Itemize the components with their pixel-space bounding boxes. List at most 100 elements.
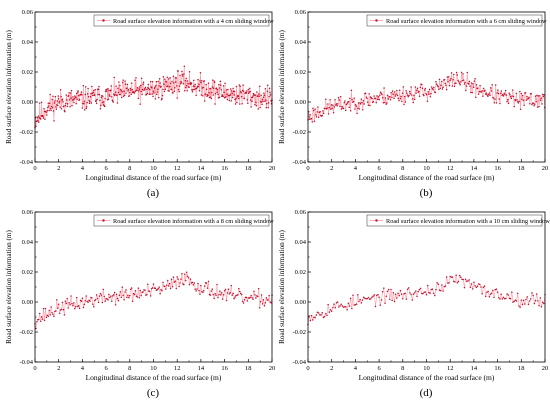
data-point [117,87,119,90]
data-point [486,291,488,293]
data-point [178,285,180,288]
data-point [327,103,329,105]
data-point [468,80,471,83]
data-point [386,94,389,96]
legend-box [93,14,270,27]
legend-label: Road surface elevation information with … [113,218,274,225]
data-point [505,94,508,96]
data-point [373,294,376,296]
data-point [512,95,515,98]
data-point [185,84,188,87]
data-point [166,85,169,87]
data-point [499,298,501,300]
data-point [114,93,116,96]
data-point [230,90,233,92]
data-point [413,98,416,101]
data-point [258,95,260,98]
data-point [267,106,269,109]
data-point [95,294,98,296]
data-point [47,315,50,317]
data-point [419,86,422,89]
data-point [95,99,97,102]
data-point [166,284,168,286]
data-point [368,298,371,300]
data-point [412,101,414,104]
data-point [98,295,101,297]
data-point [425,294,428,296]
data-point [381,93,383,96]
data-point [108,293,110,296]
data-point [221,298,224,300]
data-point [133,293,136,296]
data-point [430,86,433,88]
data-point [502,296,505,299]
data-point [489,94,491,97]
data-point [247,88,250,91]
data-point [139,103,141,105]
data-point [308,315,310,317]
data-point [166,76,168,78]
data-point [448,76,450,78]
data-point [267,299,269,301]
data-point [218,83,220,86]
data-point [46,114,48,116]
data-point [400,95,402,98]
data-point [386,102,388,104]
legend-marker [102,219,105,222]
data-point [338,306,340,308]
y-tick-label: 0.04 [295,39,307,46]
data-point [441,284,443,286]
data-point [486,94,488,96]
data-point [149,80,152,83]
data-point [124,80,126,82]
data-point [524,92,527,94]
data-point [389,95,391,98]
data-point [248,92,250,95]
data-point [55,108,58,110]
data-point [80,91,83,93]
data-point [471,288,474,290]
data-point [167,78,170,80]
data-point [536,94,538,97]
data-point [536,106,539,108]
data-point [329,309,332,311]
data-point [412,293,415,295]
data-point [540,305,543,308]
data-point [539,99,542,102]
data-point [239,290,241,293]
data-point [503,92,505,95]
data-point [309,319,312,322]
data-point [57,307,59,309]
data-point [541,103,543,105]
data-point [177,278,179,280]
data-point [524,303,526,305]
data-point [255,104,258,107]
x-tick-label: 0 [306,365,309,372]
data-point [417,290,419,293]
data-point [200,284,202,287]
data-point [222,85,225,87]
data-point [516,99,518,101]
data-point [339,105,341,108]
plot-frame [307,211,546,363]
data-point [153,87,156,89]
data-point [411,94,413,96]
x-tick-label: 6 [377,165,381,172]
data-point [443,78,446,81]
data-point [169,82,172,85]
data-point [424,291,427,293]
data-point [132,90,135,93]
data-point [198,289,200,292]
data-point [351,98,353,101]
data-point [105,90,108,93]
data-point [383,87,385,89]
data-point [475,96,477,98]
data-point [360,98,363,100]
data-point [371,296,373,299]
data-point [111,300,113,303]
data-point [525,99,528,101]
data-point [117,91,120,94]
data-point [265,297,268,299]
data-point [126,296,128,299]
data-point [357,294,359,296]
